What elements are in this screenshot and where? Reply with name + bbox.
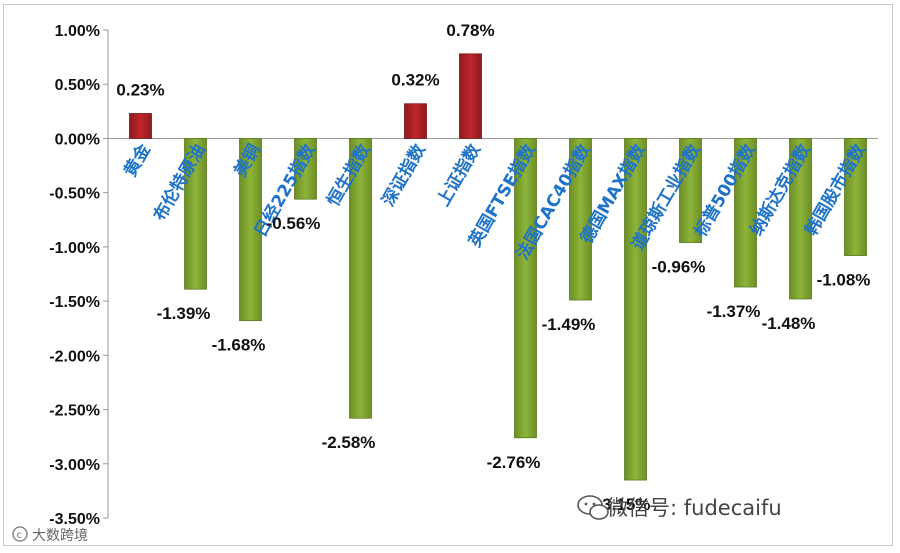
bar-10 (679, 138, 702, 243)
data-label-11: -1.37% (707, 302, 761, 321)
data-label-1: -1.39% (157, 304, 211, 323)
bar-3 (294, 138, 317, 200)
bar-4 (349, 138, 372, 419)
wechat-icon (577, 495, 609, 520)
bar-11 (734, 138, 757, 288)
data-label-12: -1.48% (762, 314, 816, 333)
bar-1 (184, 138, 207, 290)
y-tick-label: -2.50% (49, 403, 100, 420)
bar-7 (514, 138, 537, 439)
bar-6 (459, 53, 482, 139)
y-tick-label: -1.00% (49, 240, 100, 257)
data-label-4: -2.58% (322, 433, 376, 452)
axis-layer: 1.00% 0.50% 0.00% -0.50% -1.00% -1.50% -2.00% -… (49, 23, 878, 528)
data-label-7: -2.76% (487, 453, 541, 472)
data-label-9: -3.15% (597, 495, 651, 514)
y-tick-label: 0.00% (55, 131, 100, 148)
data-label-6: 0.78% (446, 21, 494, 40)
data-label-3: -0.56% (267, 214, 321, 233)
y-tick-label: -3.00% (49, 457, 100, 474)
category-label-6: 上证指数 (433, 140, 486, 210)
watermark-text: 微信号: fudecaifu (607, 496, 782, 520)
svg-text:c: c (17, 530, 23, 541)
bar-8 (569, 138, 592, 301)
y-tick-label: -2.00% (49, 348, 100, 365)
bar-9 (624, 138, 647, 481)
data-label-2: -1.68% (212, 336, 266, 355)
data-label-5: 0.32% (391, 71, 439, 90)
y-tick-label: -1.50% (49, 294, 100, 311)
y-tick-label: 0.50% (55, 77, 100, 94)
data-label-10: -0.96% (652, 258, 706, 277)
bar-5 (404, 103, 427, 139)
y-tick-label: -0.50% (49, 186, 100, 203)
bar-13 (844, 138, 867, 256)
bar-2 (239, 138, 262, 322)
data-label-13: -1.08% (817, 271, 871, 290)
y-tick-label: -3.50% (49, 511, 100, 528)
data-labels: 0.23% -1.39%-1.68% -0.56% -2.58% 0.32% 0.78% -… (116, 21, 870, 514)
data-label-0: 0.23% (116, 81, 164, 100)
copyright-icon: c (12, 526, 28, 542)
data-label-8: -1.49% (542, 315, 596, 334)
bar-12 (789, 138, 812, 300)
source-mark-text: 大数跨境 (32, 528, 88, 544)
category-label-0: 黄金 (120, 140, 156, 181)
category-label-5: 深证指数 (378, 140, 431, 210)
bar-0 (129, 113, 152, 139)
bars-layer (129, 53, 867, 481)
y-tick-label: 1.00% (55, 23, 100, 40)
watermark: 微信号: fudecaifu c 大数跨境 (12, 495, 782, 544)
